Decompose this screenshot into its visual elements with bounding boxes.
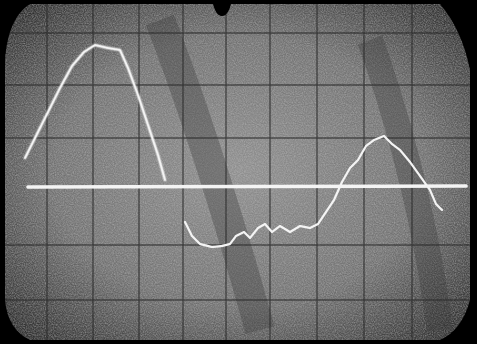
baseline-trace — [26, 184, 468, 189]
waveform-trace — [24, 44, 166, 181]
traces — [23, 43, 468, 249]
shadow-streak — [145, 14, 275, 335]
waveform-trace — [183, 134, 444, 249]
